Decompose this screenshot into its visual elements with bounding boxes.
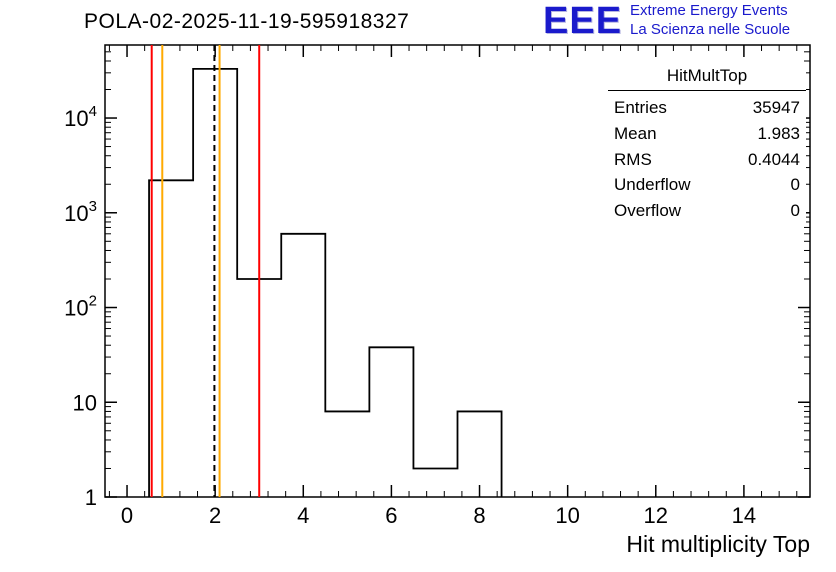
stats-value-entries: 35947 — [752, 98, 800, 117]
svg-text:12: 12 — [644, 503, 668, 528]
stats-row-rms: RMS 0.4044 — [608, 147, 806, 173]
stats-value-rms: 0.4044 — [748, 149, 800, 169]
stats-row-mean: Mean 1.983 — [608, 121, 806, 147]
svg-text:1: 1 — [85, 485, 97, 510]
stats-label-underflow: Underflow — [614, 175, 691, 195]
stats-value-underflow: 0 — [790, 175, 800, 195]
stats-value-overflow: 0 — [790, 201, 800, 221]
svg-text:10: 10 — [73, 390, 97, 415]
stats-label-overflow: Overflow — [614, 201, 682, 221]
stats-value-mean: 1.983 — [757, 123, 800, 143]
svg-text:4: 4 — [297, 503, 309, 528]
stats-box-title: HitMultTop — [608, 66, 806, 91]
svg-text:8: 8 — [473, 503, 485, 528]
stats-label-rms: RMS — [614, 149, 652, 169]
page-title: POLA-02-2025-11-19-595918327 — [84, 10, 410, 33]
svg-text:6: 6 — [385, 503, 397, 528]
svg-text:14: 14 — [732, 503, 756, 528]
eee-logo-text: Extreme Energy Events La Scienza nelle S… — [630, 2, 790, 40]
svg-text:102: 102 — [64, 293, 97, 321]
svg-text:10: 10 — [555, 503, 579, 528]
stats-row-overflow: Overflow 0 — [608, 198, 806, 224]
svg-text:2: 2 — [209, 503, 221, 528]
eee-logo-line2: La Scienza nelle Scuole — [630, 20, 791, 38]
eee-logo-line1: Extreme Energy Events — [630, 2, 788, 19]
stats-label-mean: Mean — [614, 123, 657, 143]
stats-row-entries: Entries 35947 — [608, 95, 806, 121]
eee-logo: EEE Extreme Energy Events La Scienza nel… — [543, 2, 790, 40]
stats-box: HitMultTop Entries 35947 Mean 1.983 RMS … — [608, 66, 806, 224]
x-axis-title: Hit multiplicity Top — [626, 531, 810, 557]
svg-text:0: 0 — [121, 503, 133, 528]
stats-row-underflow: Underflow 0 — [608, 172, 806, 198]
stats-label-entries: Entries — [614, 98, 667, 117]
svg-text:103: 103 — [64, 198, 97, 226]
eee-logo-acronym: EEE — [543, 0, 623, 42]
svg-text:104: 104 — [64, 103, 97, 131]
